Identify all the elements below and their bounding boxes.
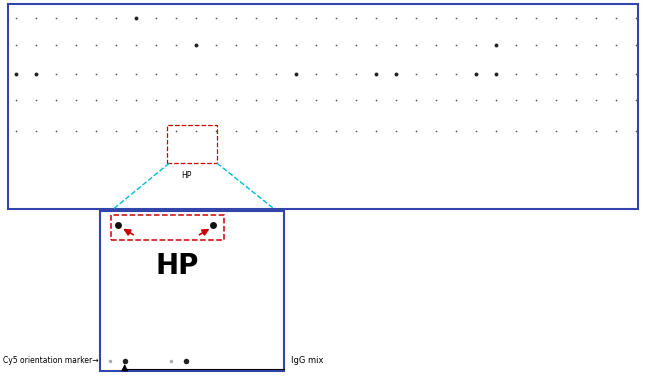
Bar bbox=[8, 4, 638, 209]
Bar bbox=[100, 211, 284, 371]
Text: HP: HP bbox=[155, 252, 198, 280]
Text: IgG mix: IgG mix bbox=[291, 356, 323, 366]
Text: HP: HP bbox=[181, 171, 191, 180]
Text: Cy5 orientation marker→: Cy5 orientation marker→ bbox=[3, 356, 99, 366]
Bar bbox=[111, 215, 224, 240]
Bar bbox=[167, 125, 217, 163]
